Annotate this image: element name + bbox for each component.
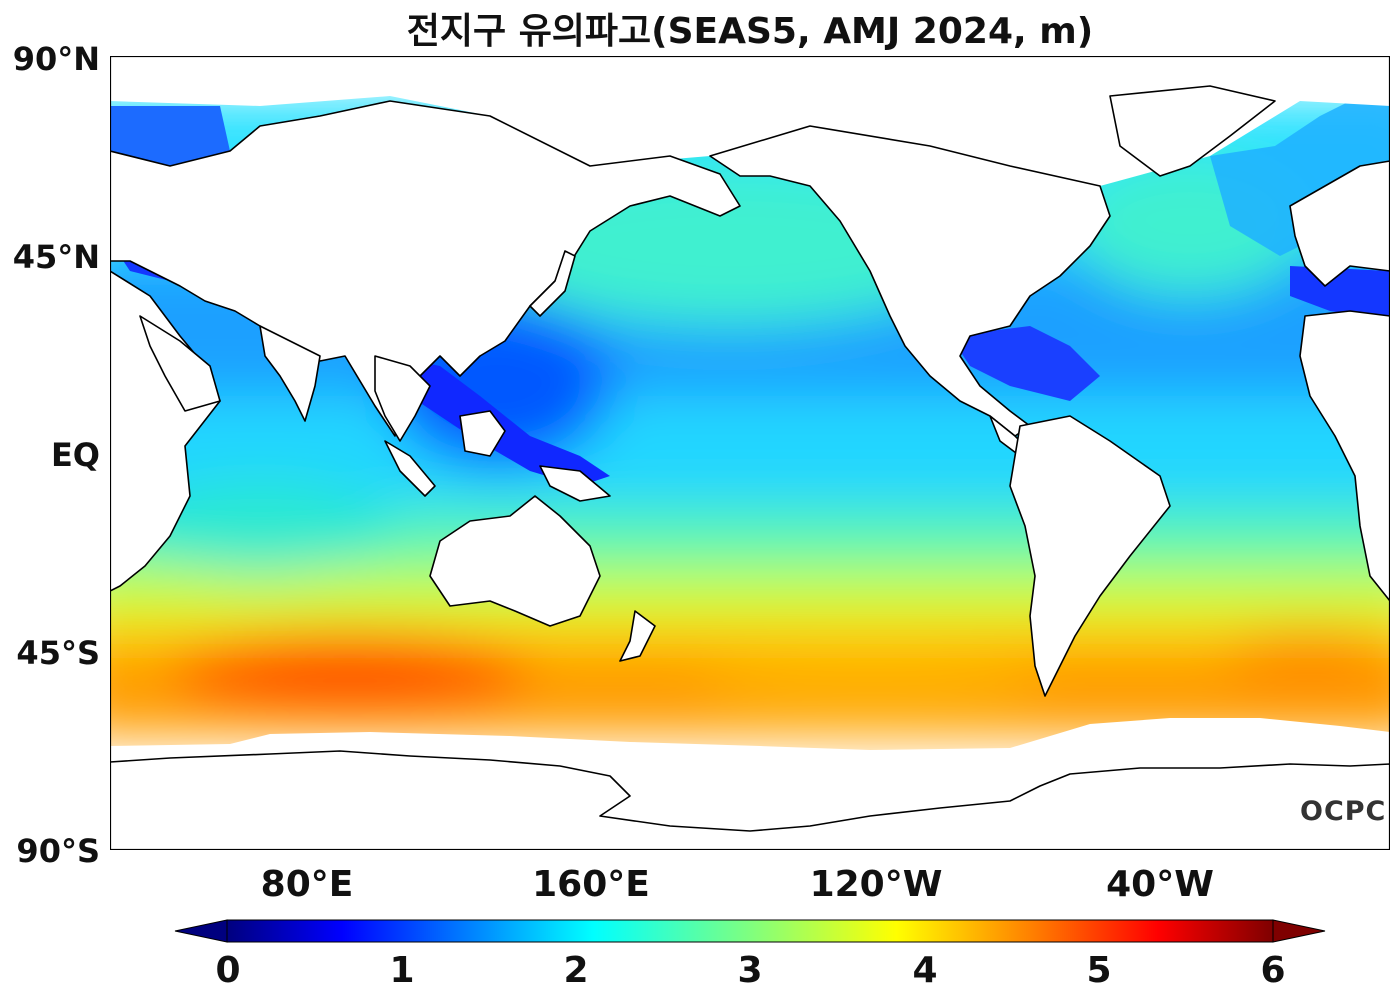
eurasia-outline <box>110 100 741 437</box>
ocpc-logo: OCPC <box>1300 796 1387 827</box>
north-america-outline <box>709 125 1111 437</box>
west-africa-outline <box>1299 310 1390 602</box>
map-frame <box>110 56 1390 850</box>
x-tick-label: 160°E <box>532 864 650 905</box>
india-outline <box>259 325 321 422</box>
y-tick-label: 90°N <box>12 40 100 78</box>
colorbar-tick-label: 5 <box>1086 950 1112 991</box>
colorbar-ramp <box>226 919 1274 943</box>
borneo-outline <box>459 410 506 457</box>
colorbar-tick-label: 6 <box>1260 950 1286 991</box>
land-masses <box>110 85 1390 850</box>
y-tick-label: 90°S <box>16 832 100 870</box>
new-zealand-outline <box>619 610 656 662</box>
colorbar-tick-label: 0 <box>215 950 241 991</box>
colorbar-over-arrow <box>1272 919 1326 943</box>
sumatra-outline <box>384 440 436 497</box>
south-america-outline <box>1009 415 1171 697</box>
indochina-outline <box>374 355 431 442</box>
y-tick-label: 45°S <box>16 634 100 672</box>
australia-outline <box>429 495 601 627</box>
x-tick-label: 80°E <box>260 864 354 905</box>
x-tick-label: 40°W <box>1106 864 1214 905</box>
greenland-outline <box>1109 85 1276 177</box>
colorbar <box>174 919 1326 943</box>
wave-height-map <box>110 56 1390 850</box>
antarctica-outline <box>110 750 1390 850</box>
colorbar-under-arrow <box>174 919 228 943</box>
y-tick-label: EQ <box>50 436 100 474</box>
arabia-outline <box>139 315 221 412</box>
colorbar-tick-label: 3 <box>737 950 763 991</box>
colorbar-tick-label: 2 <box>563 950 589 991</box>
map-title: 전지구 유의파고(SEAS5, AMJ 2024, m) <box>406 11 1094 52</box>
new-guinea-outline <box>539 465 611 502</box>
japan-outline <box>529 250 576 317</box>
europe-outline <box>1289 160 1390 287</box>
x-tick-label: 120°W <box>809 864 943 905</box>
y-tick-label: 45°N <box>12 238 100 276</box>
colorbar-tick-label: 1 <box>389 950 415 991</box>
colorbar-tick-label: 4 <box>912 950 938 991</box>
